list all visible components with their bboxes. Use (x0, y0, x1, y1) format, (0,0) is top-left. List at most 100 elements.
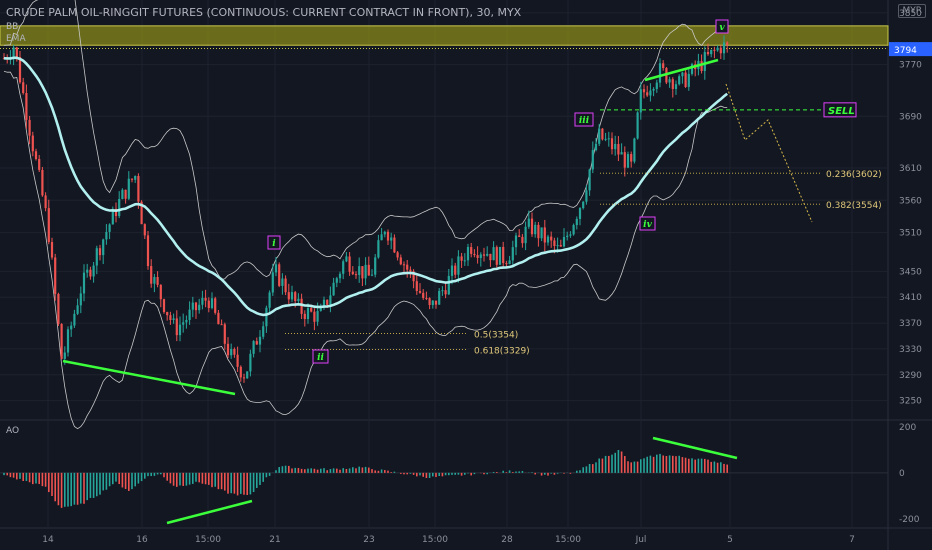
candle-body (44, 195, 47, 209)
x-tick-label: Jul (635, 535, 647, 545)
candle-body (226, 343, 230, 356)
candle-body (377, 240, 380, 258)
candle-body (278, 264, 281, 286)
candle-body (588, 169, 591, 191)
candle-body (287, 292, 290, 300)
candle-body (505, 263, 508, 265)
x-tick-label: 28 (501, 535, 513, 545)
candle-body (726, 42, 729, 45)
candle-body (690, 64, 694, 74)
candle-body (310, 308, 313, 312)
candle-body (482, 254, 486, 256)
candle-body (15, 47, 18, 58)
candle-body (383, 231, 386, 235)
candle-body (262, 326, 265, 337)
candle-body (511, 247, 514, 261)
candle-body (134, 175, 137, 180)
candle-body (601, 128, 604, 140)
candle-body (342, 261, 345, 274)
candle-body (527, 218, 530, 227)
candle-body (470, 247, 473, 254)
ao-y-tick-label: 0 (899, 469, 905, 479)
candle-body (214, 298, 217, 313)
wave-label-box (312, 349, 329, 364)
candle-body (678, 76, 681, 85)
divergence-line-low (62, 359, 236, 396)
candle-body (607, 138, 610, 140)
candle-body (290, 292, 294, 300)
candle-body (246, 371, 249, 379)
candle-body (95, 248, 98, 266)
candle-body (239, 366, 242, 378)
sell-label: SELL (828, 106, 855, 117)
candle-body (476, 255, 479, 258)
candle-body (300, 298, 303, 314)
candle-body (713, 49, 716, 51)
candle-body (658, 63, 662, 83)
candle-body (546, 236, 550, 243)
candle-body (54, 257, 57, 294)
candle-body (409, 269, 412, 272)
candle-body (172, 318, 175, 321)
candle-body (34, 151, 38, 159)
y-tick-label: 3690 (899, 112, 922, 122)
fib-label: 0.236(3602) (826, 170, 882, 180)
x-tick-label: 7 (849, 535, 855, 545)
candle-body (118, 199, 121, 217)
candle-body (534, 224, 537, 235)
wave-label: iv (643, 220, 652, 230)
candle-body (108, 224, 111, 232)
y-tick-label: 3450 (899, 267, 922, 277)
candle-body (159, 284, 162, 300)
candle-body (150, 266, 153, 284)
candle-body (274, 264, 278, 273)
candle-body (614, 143, 617, 150)
candle-body (57, 293, 60, 324)
candle-body (434, 300, 438, 305)
candle-body (188, 309, 191, 321)
candle-body (559, 245, 562, 247)
candle-body (502, 246, 505, 264)
candle-body (191, 302, 194, 310)
candle-body (617, 143, 620, 155)
candle-body (31, 135, 34, 152)
candle-body (594, 143, 598, 151)
candle-body (460, 256, 463, 261)
candle-body (425, 297, 428, 299)
candle-body (700, 61, 703, 71)
divergence-line-high (644, 58, 719, 82)
last-price-tag (889, 42, 932, 57)
fib-label: 0.382(3554) (826, 201, 882, 211)
sell-label-box (823, 102, 857, 118)
y-tick-label: 3560 (899, 196, 922, 206)
currency-badge[interactable]: MYR (898, 4, 926, 18)
candle-body (498, 246, 502, 265)
candle-body (687, 73, 690, 87)
candle-body (556, 245, 559, 247)
ao-title-label: AO (6, 426, 19, 436)
x-tick-label: 5 (727, 535, 733, 545)
candle-body (92, 265, 95, 277)
candle-body (204, 297, 207, 301)
chart-title: CRUDE PALM OIL-RINGGIT FUTURES (CONTINUO… (6, 6, 522, 19)
axes: 3250 3290 3330 3370 3410 3450 3510 3560 3610 3690… (6, 9, 932, 545)
candle-body (489, 253, 492, 261)
candle-body (630, 154, 633, 162)
candle-body (454, 265, 457, 275)
candlesticks (2, 35, 729, 383)
projection-path (725, 83, 813, 223)
candle-body (105, 231, 108, 240)
candle-body (313, 311, 316, 322)
candle-body (166, 312, 169, 316)
candle-body (450, 265, 454, 276)
legend-bb: BB (6, 22, 19, 32)
candle-body (399, 257, 402, 265)
candle-body (223, 324, 226, 344)
candle-body (422, 292, 425, 298)
candle-body (252, 341, 255, 354)
x-tick-label: 14 (42, 535, 54, 545)
candle-body (156, 276, 159, 285)
candle-body (185, 320, 188, 323)
